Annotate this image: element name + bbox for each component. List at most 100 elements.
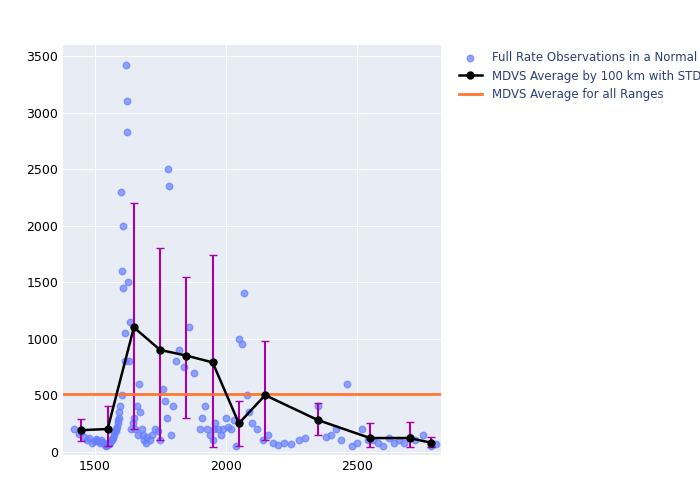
Full Rate Observations in a Normal Point [125,318,136,326]
Full Rate Observations in a Normal Point [330,425,342,433]
Full Rate Observations in a Normal Point [320,433,331,441]
MDVS Average by 100 km with STD [426,440,435,446]
Full Rate Observations in a Normal Point [204,430,216,438]
Full Rate Observations in a Normal Point [116,267,127,275]
Full Rate Observations in a Normal Point [157,386,169,394]
Full Rate Observations in a Normal Point [127,420,138,428]
Full Rate Observations in a Normal Point [244,408,255,416]
Full Rate Observations in a Normal Point [383,434,394,442]
Line: MDVS Average by 100 km with STD: MDVS Average by 100 km with STD [78,324,434,446]
Full Rate Observations in a Normal Point [116,391,127,399]
Full Rate Observations in a Normal Point [137,430,148,438]
Full Rate Observations in a Normal Point [356,425,368,433]
Full Rate Observations in a Normal Point [94,438,105,446]
Full Rate Observations in a Normal Point [115,402,126,410]
Full Rate Observations in a Normal Point [141,433,153,441]
MDVS Average by 100 km with STD [104,426,112,432]
Full Rate Observations in a Normal Point [165,430,176,438]
Full Rate Observations in a Normal Point [160,397,171,405]
Full Rate Observations in a Normal Point [246,420,258,428]
MDVS Average by 100 km with STD [156,347,164,353]
Full Rate Observations in a Normal Point [220,414,231,422]
Full Rate Observations in a Normal Point [136,425,148,433]
Full Rate Observations in a Normal Point [135,408,146,416]
Full Rate Observations in a Normal Point [108,430,119,438]
Full Rate Observations in a Normal Point [114,408,125,416]
Full Rate Observations in a Normal Point [128,414,139,422]
MDVS Average by 100 km with STD [405,435,414,441]
Full Rate Observations in a Normal Point [92,436,103,444]
Full Rate Observations in a Normal Point [123,358,134,366]
Full Rate Observations in a Normal Point [231,442,242,450]
Full Rate Observations in a Normal Point [147,430,158,438]
Full Rate Observations in a Normal Point [107,435,118,443]
Full Rate Observations in a Normal Point [130,425,141,433]
Full Rate Observations in a Normal Point [239,290,250,298]
Full Rate Observations in a Normal Point [122,278,134,286]
Full Rate Observations in a Normal Point [111,423,122,431]
Full Rate Observations in a Normal Point [336,436,347,444]
MDVS Average by 100 km with STD [314,417,322,423]
Full Rate Observations in a Normal Point [367,436,378,444]
Full Rate Observations in a Normal Point [223,423,234,431]
Full Rate Observations in a Normal Point [312,402,323,410]
Full Rate Observations in a Normal Point [425,442,436,450]
Full Rate Observations in a Normal Point [262,430,273,438]
Full Rate Observations in a Normal Point [115,188,126,196]
Full Rate Observations in a Normal Point [294,436,305,444]
Full Rate Observations in a Normal Point [101,442,112,450]
MDVS Average by 100 km with STD [77,427,85,433]
Full Rate Observations in a Normal Point [149,425,160,433]
Full Rate Observations in a Normal Point [132,430,144,438]
Full Rate Observations in a Normal Point [112,420,123,428]
Full Rate Observations in a Normal Point [102,440,113,448]
Full Rate Observations in a Normal Point [341,380,352,388]
Full Rate Observations in a Normal Point [107,434,118,442]
Full Rate Observations in a Normal Point [164,182,175,190]
Full Rate Observations in a Normal Point [90,435,101,443]
Full Rate Observations in a Normal Point [120,358,131,366]
Full Rate Observations in a Normal Point [99,441,111,449]
Full Rate Observations in a Normal Point [212,425,223,433]
Full Rate Observations in a Normal Point [252,425,263,433]
MDVS Average by 100 km with STD [261,392,270,398]
Full Rate Observations in a Normal Point [118,284,129,292]
Full Rate Observations in a Normal Point [76,428,87,436]
Full Rate Observations in a Normal Point [134,380,145,388]
Full Rate Observations in a Normal Point [197,414,208,422]
Full Rate Observations in a Normal Point [97,438,108,446]
MDVS Average by 100 km with STD [182,352,190,358]
Full Rate Observations in a Normal Point [351,438,363,446]
Full Rate Observations in a Normal Point [189,368,200,376]
Full Rate Observations in a Normal Point [236,340,247,348]
Full Rate Observations in a Normal Point [393,436,405,444]
Full Rate Observations in a Normal Point [74,430,84,438]
Full Rate Observations in a Normal Point [131,402,142,410]
Full Rate Observations in a Normal Point [215,430,226,438]
Full Rate Observations in a Normal Point [113,416,124,424]
Full Rate Observations in a Normal Point [257,436,268,444]
Full Rate Observations in a Normal Point [111,425,122,433]
Full Rate Observations in a Normal Point [86,438,97,446]
Full Rate Observations in a Normal Point [194,425,205,433]
Full Rate Observations in a Normal Point [399,438,410,446]
Full Rate Observations in a Normal Point [417,430,428,438]
Full Rate Observations in a Normal Point [286,440,297,448]
Full Rate Observations in a Normal Point [122,128,133,136]
Full Rate Observations in a Normal Point [325,430,336,438]
Full Rate Observations in a Normal Point [430,440,442,448]
Full Rate Observations in a Normal Point [299,434,310,442]
Full Rate Observations in a Normal Point [228,416,239,424]
Full Rate Observations in a Normal Point [233,334,244,342]
Full Rate Observations in a Normal Point [178,363,189,371]
Full Rate Observations in a Normal Point [95,436,106,444]
Full Rate Observations in a Normal Point [84,434,95,442]
Full Rate Observations in a Normal Point [209,425,220,433]
Full Rate Observations in a Normal Point [241,391,252,399]
Full Rate Observations in a Normal Point [202,425,213,433]
Full Rate Observations in a Normal Point [170,358,181,366]
MDVS Average by 100 km with STD [234,420,243,426]
Full Rate Observations in a Normal Point [93,437,104,445]
MDVS Average by 100 km with STD [130,324,138,330]
Full Rate Observations in a Normal Point [119,329,130,337]
